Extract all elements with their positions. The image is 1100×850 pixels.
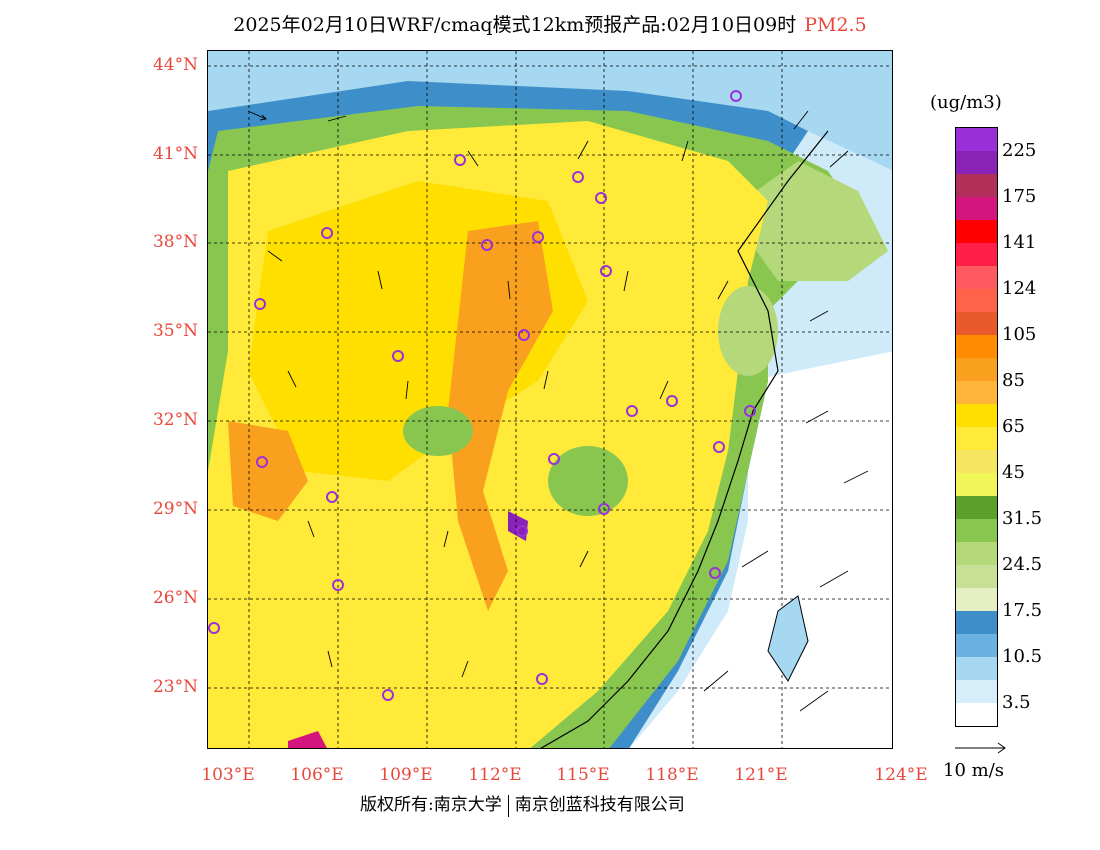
colorbar-swatch bbox=[956, 197, 997, 220]
clean-sea-area bbox=[629, 351, 892, 748]
colorbar-label: 17.5 bbox=[1002, 600, 1043, 621]
colorbar-label: 175 bbox=[1002, 186, 1037, 207]
colorbar-swatch bbox=[956, 703, 997, 726]
colorbar-label: 141 bbox=[1002, 232, 1037, 253]
colorbar-swatch bbox=[956, 565, 997, 588]
title-main: 2025年02月10日WRF/cmaq模式12km预报产品:02月10日09时 bbox=[233, 14, 797, 36]
colorbar-swatch bbox=[956, 634, 997, 657]
lat-label-38: 38°N bbox=[152, 232, 198, 252]
map-title: 2025年02月10日WRF/cmaq模式12km预报产品:02月10日09时 P… bbox=[0, 10, 1100, 37]
lat-label-41: 41°N bbox=[152, 144, 198, 164]
inland-green-1 bbox=[403, 406, 473, 456]
lat-label-44: 44°N bbox=[152, 55, 198, 75]
orange-band bbox=[448, 221, 553, 611]
lon-label-124: 124°E bbox=[874, 765, 928, 785]
copyright-left: 版权所有:南京大学 bbox=[360, 795, 502, 815]
lat-label-26: 26°N bbox=[152, 588, 198, 608]
taiwan-island bbox=[767, 595, 809, 682]
colorbar bbox=[955, 127, 998, 727]
lat-label-29: 29°N bbox=[152, 499, 198, 519]
copyright-separator bbox=[507, 794, 509, 817]
colorbar-swatch bbox=[956, 519, 997, 542]
sichuan-orange bbox=[228, 421, 308, 521]
colorbar-swatch bbox=[956, 611, 997, 634]
colorbar-swatch bbox=[956, 151, 997, 174]
forecast-map bbox=[207, 50, 893, 749]
colorbar-label: 65 bbox=[1002, 416, 1025, 437]
northeast-green bbox=[728, 161, 888, 281]
wind-legend-label: 10 m/s bbox=[943, 760, 1004, 781]
copyright-right: 南京创蓝科技有限公司 bbox=[514, 795, 685, 815]
colorbar-swatch bbox=[956, 358, 997, 381]
colorbar-swatch bbox=[956, 289, 997, 312]
copyright: 版权所有:南京大学 南京创蓝科技有限公司 bbox=[360, 790, 685, 817]
colorbar-swatch bbox=[956, 496, 997, 519]
coastline bbox=[540, 130, 829, 748]
lat-label-35: 35°N bbox=[152, 321, 198, 341]
colorbar-label: 105 bbox=[1002, 324, 1037, 345]
lon-label-112: 112°E bbox=[468, 765, 522, 785]
colorbar-swatch bbox=[956, 381, 997, 404]
lon-label-106: 106°E bbox=[290, 765, 344, 785]
colorbar-label: 31.5 bbox=[1002, 508, 1043, 529]
lon-label-109: 109°E bbox=[379, 765, 433, 785]
lat-label-23: 23°N bbox=[152, 677, 198, 697]
colorbar-swatch bbox=[956, 657, 997, 680]
colorbar-swatch bbox=[956, 335, 997, 358]
lon-label-115: 115°E bbox=[556, 765, 610, 785]
colorbar-swatch bbox=[956, 450, 997, 473]
colorbar-swatch bbox=[956, 680, 997, 703]
colorbar-unit: (ug/m3) bbox=[930, 92, 1002, 113]
inland-green-2 bbox=[548, 446, 628, 516]
lon-label-103: 103°E bbox=[201, 765, 255, 785]
colorbar-swatch bbox=[956, 266, 997, 289]
colorbar-swatch bbox=[956, 473, 997, 496]
colorbar-swatch bbox=[956, 588, 997, 611]
colorbar-swatch bbox=[956, 220, 997, 243]
colorbar-swatch bbox=[956, 243, 997, 266]
south-hotspot bbox=[288, 731, 327, 748]
colorbar-label: 85 bbox=[1002, 370, 1025, 391]
wind-legend-arrow bbox=[955, 742, 1006, 754]
colorbar-swatch bbox=[956, 542, 997, 565]
colorbar-label: 10.5 bbox=[1002, 646, 1043, 667]
lon-label-121: 121°E bbox=[734, 765, 788, 785]
colorbar-swatch bbox=[956, 427, 997, 450]
colorbar-label: 45 bbox=[1002, 462, 1025, 483]
hotspot-purple bbox=[508, 511, 528, 541]
colorbar-label: 3.5 bbox=[1002, 692, 1031, 713]
city-markers bbox=[208, 90, 756, 701]
colorbar-label: 225 bbox=[1002, 140, 1037, 161]
title-pollutant: PM2.5 bbox=[804, 14, 867, 36]
colorbar-swatch bbox=[956, 128, 997, 151]
map-canvas bbox=[208, 51, 892, 748]
lon-label-118: 118°E bbox=[645, 765, 699, 785]
colorbar-swatch bbox=[956, 174, 997, 197]
colorbar-swatch bbox=[956, 312, 997, 335]
coastal-green bbox=[718, 286, 778, 376]
wind-vectors bbox=[247, 110, 869, 712]
colorbar-label: 24.5 bbox=[1002, 554, 1043, 575]
north-blue-area bbox=[208, 51, 892, 171]
colorbar-swatch bbox=[956, 404, 997, 427]
colorbar-label: 124 bbox=[1002, 278, 1037, 299]
lat-label-32: 32°N bbox=[152, 410, 198, 430]
